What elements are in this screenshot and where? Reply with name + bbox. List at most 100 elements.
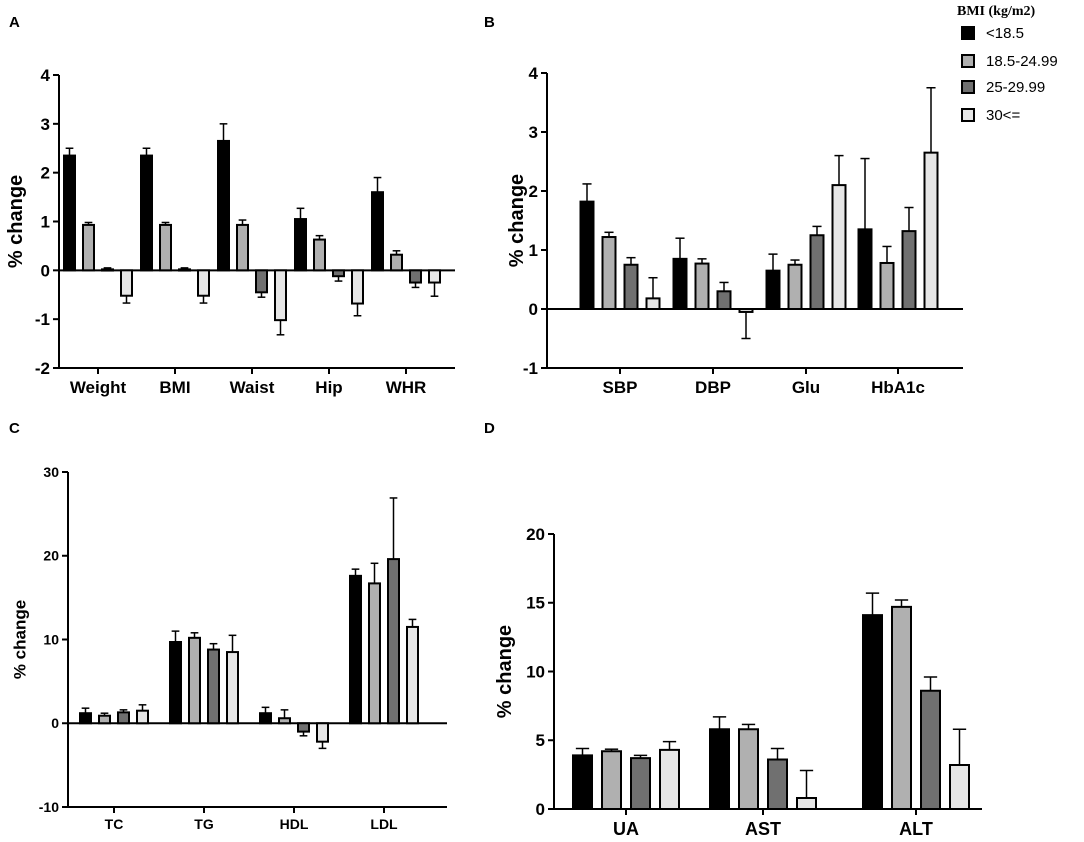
- panel-a-bar-hip-18-5: [294, 218, 307, 272]
- panel-c-bar-ldl-25-29-99: [387, 558, 400, 725]
- panel-c-y-axis-label: % change: [11, 600, 30, 679]
- panel-d-y-tick-label: 20: [526, 525, 545, 544]
- panel-b-category-label-glu: Glu: [792, 378, 820, 397]
- legend-label: 30<=: [986, 106, 1021, 124]
- panel-d-bar-ua-25-29-99: [630, 757, 651, 810]
- panel-b-bar-hba1c-30: [923, 151, 939, 310]
- panel-b-bar-dbp-18-5-24-99: [694, 262, 710, 311]
- panel-d-bar-ast-30: [796, 797, 817, 810]
- panel-b-bar-glu-25-29-99: [809, 234, 825, 310]
- panel-b-bar-sbp-25-29-99: [623, 263, 639, 310]
- panel-c-bar-tc-18-5-24-99: [98, 714, 111, 725]
- panel-a-bar-whr-18-5: [371, 191, 384, 272]
- panel-d-y-tick-label: 10: [526, 662, 545, 681]
- panel-a-bar-waist-30: [274, 269, 287, 322]
- panel-d-bar-ua-30: [659, 748, 680, 810]
- panel-a-y-tick-label: 0: [41, 261, 50, 280]
- panel-d-bar-alt-25-29-99: [920, 689, 941, 810]
- panel-a-bar-whr-18-5-24-99: [390, 253, 403, 272]
- panel-b-y-tick-label: 2: [529, 182, 538, 201]
- panel-letter-d: D: [484, 420, 495, 437]
- panel-b-bar-dbp-25-29-99: [716, 290, 732, 310]
- legend-item-30-plus: 30<=: [961, 105, 1020, 125]
- panel-a-category-label-waist: Waist: [230, 378, 275, 397]
- panel-c-bar-hdl-25-29-99: [297, 722, 310, 733]
- panel-b-y-tick-label: 4: [529, 64, 539, 83]
- legend-label: <18.5: [986, 24, 1024, 42]
- panel-a-bar-bmi-30: [197, 269, 210, 297]
- legend-title: BMI (kg/m2): [957, 4, 1036, 19]
- panel-d-y-tick-label: 15: [526, 594, 545, 613]
- legend-label: 25-29.99: [986, 78, 1046, 96]
- panel-b-bar-hba1c-18-5: [857, 228, 873, 311]
- panel-a-y-tick-label: 4: [41, 66, 51, 85]
- panel-a-y-tick-label: 3: [41, 115, 50, 134]
- panel-c-bar-hdl-18-5: [259, 712, 272, 725]
- panel-b-y-axis-label: % change: [506, 174, 528, 267]
- panel-d-category-label-ua: UA: [613, 819, 639, 839]
- panel-a-y-tick-label: 2: [41, 164, 50, 183]
- panel-c-y-tick-label: 0: [51, 715, 59, 731]
- panel-b-category-label-sbp: SBP: [603, 378, 638, 397]
- panel-b-bar-glu-18-5: [765, 269, 781, 310]
- legend-label: 18.5-24.99: [986, 52, 1058, 70]
- panel-b-y-tick-label: 0: [529, 300, 538, 319]
- panel-a-bar-bmi-18-5: [140, 154, 153, 272]
- legend-swatch: [961, 80, 975, 94]
- panel-a-bar-bmi-25-29-99: [178, 268, 191, 272]
- panel-b-bar-dbp-18-5: [672, 257, 688, 311]
- panel-b-bar-hba1c-18-5-24-99: [879, 261, 895, 311]
- panel-d-category-label-ast: AST: [745, 819, 781, 839]
- panel-c-y-tick-label: 20: [43, 548, 59, 564]
- panel-letter-c: C: [9, 420, 20, 437]
- panel-a-bar-waist-25-29-99: [255, 269, 268, 294]
- panel-a-bar-hip-30: [351, 269, 364, 305]
- panel-c-bar-tc-25-29-99: [117, 711, 130, 725]
- panel-c-bar-ldl-18-5: [349, 574, 362, 725]
- panel-a-y-tick-label: 1: [41, 212, 50, 231]
- panel-a-bar-hip-18-5-24-99: [313, 238, 326, 272]
- panel-a-bar-weight-25-29-99: [101, 268, 114, 272]
- panel-d-bar-alt-18-5: [862, 614, 883, 810]
- panel-c-category-label-tg: TG: [194, 816, 214, 832]
- panel-a-category-label-whr: WHR: [386, 378, 427, 397]
- panel-a-bar-waist-18-5: [217, 139, 230, 272]
- legend-swatch: [961, 26, 975, 40]
- panel-c-bar-hdl-30: [316, 722, 329, 743]
- panel-a-y-tick-label: -1: [35, 310, 50, 329]
- panel-b-y-tick-label: -1: [523, 359, 538, 378]
- panel-c-category-label-hdl: HDL: [280, 816, 309, 832]
- panel-a-category-label-weight: Weight: [70, 378, 127, 397]
- panel-d-y-axis-label: % change: [494, 625, 516, 718]
- panel-c-bar-tg-25-29-99: [207, 648, 220, 725]
- panel-letter-b: B: [484, 14, 495, 31]
- panel-d-y-tick-label: 0: [536, 800, 545, 819]
- legend-item-25-29-99: 25-29.99: [961, 77, 1045, 97]
- panel-b-bar-hba1c-25-29-99: [901, 230, 917, 310]
- panel-c-bar-tg-18-5: [169, 641, 182, 725]
- panel-d-bar-ua-18-5: [572, 754, 593, 810]
- panel-a-bar-bmi-18-5-24-99: [159, 223, 172, 272]
- panel-c-y-tick-label: 10: [43, 631, 59, 647]
- panel-d-bar-ast-18-5-24-99: [738, 728, 759, 810]
- panel-c-bar-tc-18-5: [79, 712, 92, 725]
- panel-b-bar-sbp-18-5: [579, 200, 595, 310]
- panel-b-bar-glu-18-5-24-99: [787, 263, 803, 310]
- panel-c-category-label-tc: TC: [105, 816, 124, 832]
- panel-a-y-tick-label: -2: [35, 359, 50, 378]
- panel-d-bar-ast-18-5: [709, 728, 730, 810]
- panel-d-bar-alt-18-5-24-99: [891, 605, 912, 810]
- panel-c-bar-tg-30: [226, 651, 239, 725]
- panel-b-y-tick-label: 3: [529, 123, 538, 142]
- panel-a-bar-waist-18-5-24-99: [236, 223, 249, 272]
- panel-c-bar-hdl-18-5-24-99: [278, 717, 291, 725]
- panel-b-bar-sbp-18-5-24-99: [601, 236, 617, 311]
- panel-d-bar-alt-30: [949, 764, 970, 810]
- panel-a-bar-whr-30: [428, 269, 441, 284]
- panel-letter-a: A: [9, 14, 20, 31]
- panel-a-category-label-bmi: BMI: [159, 378, 190, 397]
- panel-d-bar-ast-25-29-99: [767, 758, 788, 810]
- panel-a-bar-whr-25-29-99: [409, 269, 422, 284]
- panel-a-bar-weight-18-5-24-99: [82, 223, 95, 272]
